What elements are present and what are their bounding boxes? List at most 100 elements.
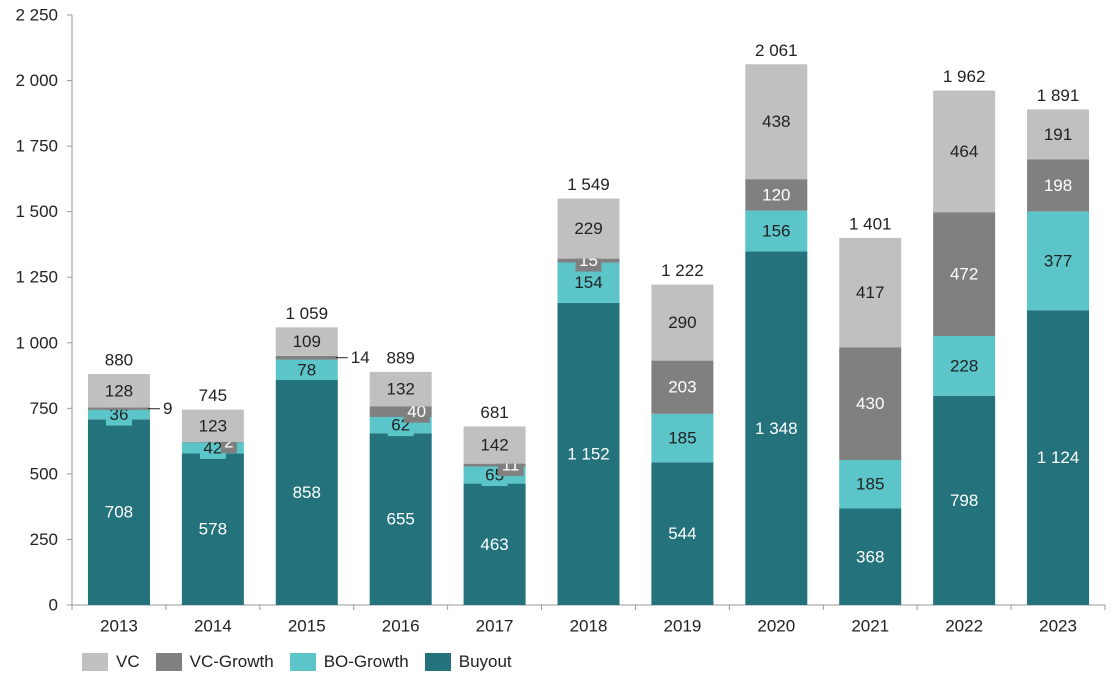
- bar-segment-buyout: [651, 462, 714, 605]
- data-label-buyout: 578: [199, 520, 227, 539]
- bar-segment-vc-growth: [1027, 159, 1090, 212]
- bar-segment-buyout: [87, 419, 150, 605]
- data-label-vc: 229: [574, 219, 602, 238]
- bar-segment-buyout: [1027, 310, 1090, 605]
- y-tick-label: 750: [30, 399, 58, 418]
- x-tick-label: 2016: [382, 617, 420, 636]
- bar-segment-buyout: [557, 302, 620, 605]
- data-label-vc: 109: [293, 332, 321, 351]
- data-label-vc-growth: 40: [407, 402, 426, 421]
- x-tick-label: 2022: [945, 617, 983, 636]
- total-label: 1 222: [661, 261, 704, 280]
- bar-segment-buyout: [369, 433, 432, 605]
- data-label-buyout: 1 348: [755, 419, 798, 438]
- data-label-buyout: 708: [105, 503, 133, 522]
- data-label-vc: 123: [199, 416, 227, 435]
- data-label-buyout: 1 152: [567, 444, 610, 463]
- bar-segment-bo-growth: [745, 210, 808, 252]
- data-label-vc: 191: [1044, 125, 1072, 144]
- legend: VC VC-Growth BO-Growth Buyout: [82, 652, 528, 672]
- legend-label-vc: VC: [116, 652, 140, 671]
- x-tick-label: 2019: [663, 617, 701, 636]
- y-tick-label: 1 250: [15, 268, 58, 287]
- data-label-vc: 464: [950, 142, 978, 161]
- x-tick-label: 2013: [100, 617, 138, 636]
- bar-segment-vc-growth: [87, 407, 150, 410]
- bar-segment-vc: [275, 327, 338, 356]
- y-tick-label: 0: [49, 596, 58, 615]
- data-label-buyout: 858: [293, 483, 321, 502]
- data-label-vc-growth: 9: [163, 399, 172, 418]
- total-label: 1 401: [849, 214, 892, 233]
- total-label: 1 059: [285, 304, 328, 323]
- x-tick-label: 2021: [851, 617, 889, 636]
- data-label-vc: 290: [668, 313, 696, 332]
- data-label-bo-growth: 377: [1044, 251, 1072, 270]
- legend-swatch-bo-growth: [289, 653, 316, 671]
- data-label-bo-growth: 228: [950, 356, 978, 375]
- bar-segment-vc: [463, 426, 526, 464]
- data-label-bo-growth: 42: [203, 438, 222, 457]
- bar-segment-vc-growth: [181, 441, 244, 443]
- bar-segment-buyout: [839, 508, 902, 605]
- total-label: 889: [386, 348, 414, 367]
- bar-segment-vc: [933, 90, 996, 213]
- bar-segment-buyout: [181, 453, 244, 605]
- bar-segment-buyout: [933, 395, 996, 605]
- legend-item-vc-growth: VC-Growth: [155, 652, 274, 672]
- bar-segment-vc: [87, 373, 150, 408]
- bar-segment-vc-growth: [275, 355, 338, 360]
- bar-segment-vc: [651, 284, 714, 361]
- data-label-vc-growth: 430: [856, 394, 884, 413]
- x-tick-label: 2017: [476, 617, 514, 636]
- bar-segment-buyout: [463, 483, 526, 605]
- data-label-vc-growth: 2: [224, 433, 233, 452]
- legend-swatch-vc-growth: [155, 653, 182, 671]
- data-label-vc: 438: [762, 112, 790, 131]
- data-label-bo-growth: 154: [574, 273, 602, 292]
- data-label-vc: 132: [386, 380, 414, 399]
- total-label: 745: [199, 386, 227, 405]
- legend-label-buyout: Buyout: [458, 652, 512, 671]
- bar-segment-bo-growth: [839, 459, 902, 509]
- data-label-buyout: 463: [480, 535, 508, 554]
- data-label-vc: 417: [856, 283, 884, 302]
- y-tick-label: 1 000: [15, 333, 58, 352]
- data-label-vc: 128: [105, 381, 133, 400]
- total-label: 2 061: [755, 41, 798, 60]
- legend-swatch-vc: [82, 653, 108, 671]
- total-label: 1 962: [943, 67, 986, 86]
- bar-segment-vc: [839, 237, 902, 348]
- data-label-vc-growth: 203: [668, 378, 696, 397]
- data-label-vc-growth: 472: [950, 265, 978, 284]
- data-label-buyout: 655: [386, 510, 414, 529]
- legend-label-bo-growth: BO-Growth: [323, 652, 409, 671]
- bar-segment-bo-growth: [1027, 211, 1090, 311]
- x-tick-label: 2023: [1039, 617, 1077, 636]
- y-tick-label: 500: [30, 464, 58, 483]
- legend-item-vc: VC: [82, 652, 140, 672]
- data-label-vc-growth: 120: [762, 185, 790, 204]
- bar-segment-bo-growth: [933, 335, 996, 396]
- data-label-bo-growth: 185: [856, 475, 884, 494]
- y-tick-label: 250: [30, 530, 58, 549]
- bar-segment-vc-growth: [463, 463, 526, 467]
- bar-segment-buyout: [275, 380, 338, 605]
- data-label-bo-growth: 78: [297, 360, 316, 379]
- bar-segment-vc-growth: [839, 347, 902, 460]
- x-tick-label: 2015: [288, 617, 326, 636]
- legend-item-bo-growth: BO-Growth: [289, 652, 409, 672]
- bar-segment-buyout: [745, 251, 808, 605]
- x-tick-label: 2014: [194, 617, 232, 636]
- bar-segment-vc-growth: [651, 360, 714, 414]
- bar-segment-vc: [557, 198, 620, 259]
- x-tick-label: 2020: [757, 617, 795, 636]
- bar-segment-vc: [745, 64, 808, 180]
- data-label-bo-growth: 185: [668, 429, 696, 448]
- data-label-buyout: 368: [856, 547, 884, 566]
- total-label: 681: [480, 403, 508, 422]
- y-tick-label: 2 000: [15, 71, 58, 90]
- y-tick-label: 1 750: [15, 137, 58, 156]
- total-label: 1 891: [1037, 86, 1080, 105]
- data-label-buyout: 544: [668, 524, 696, 543]
